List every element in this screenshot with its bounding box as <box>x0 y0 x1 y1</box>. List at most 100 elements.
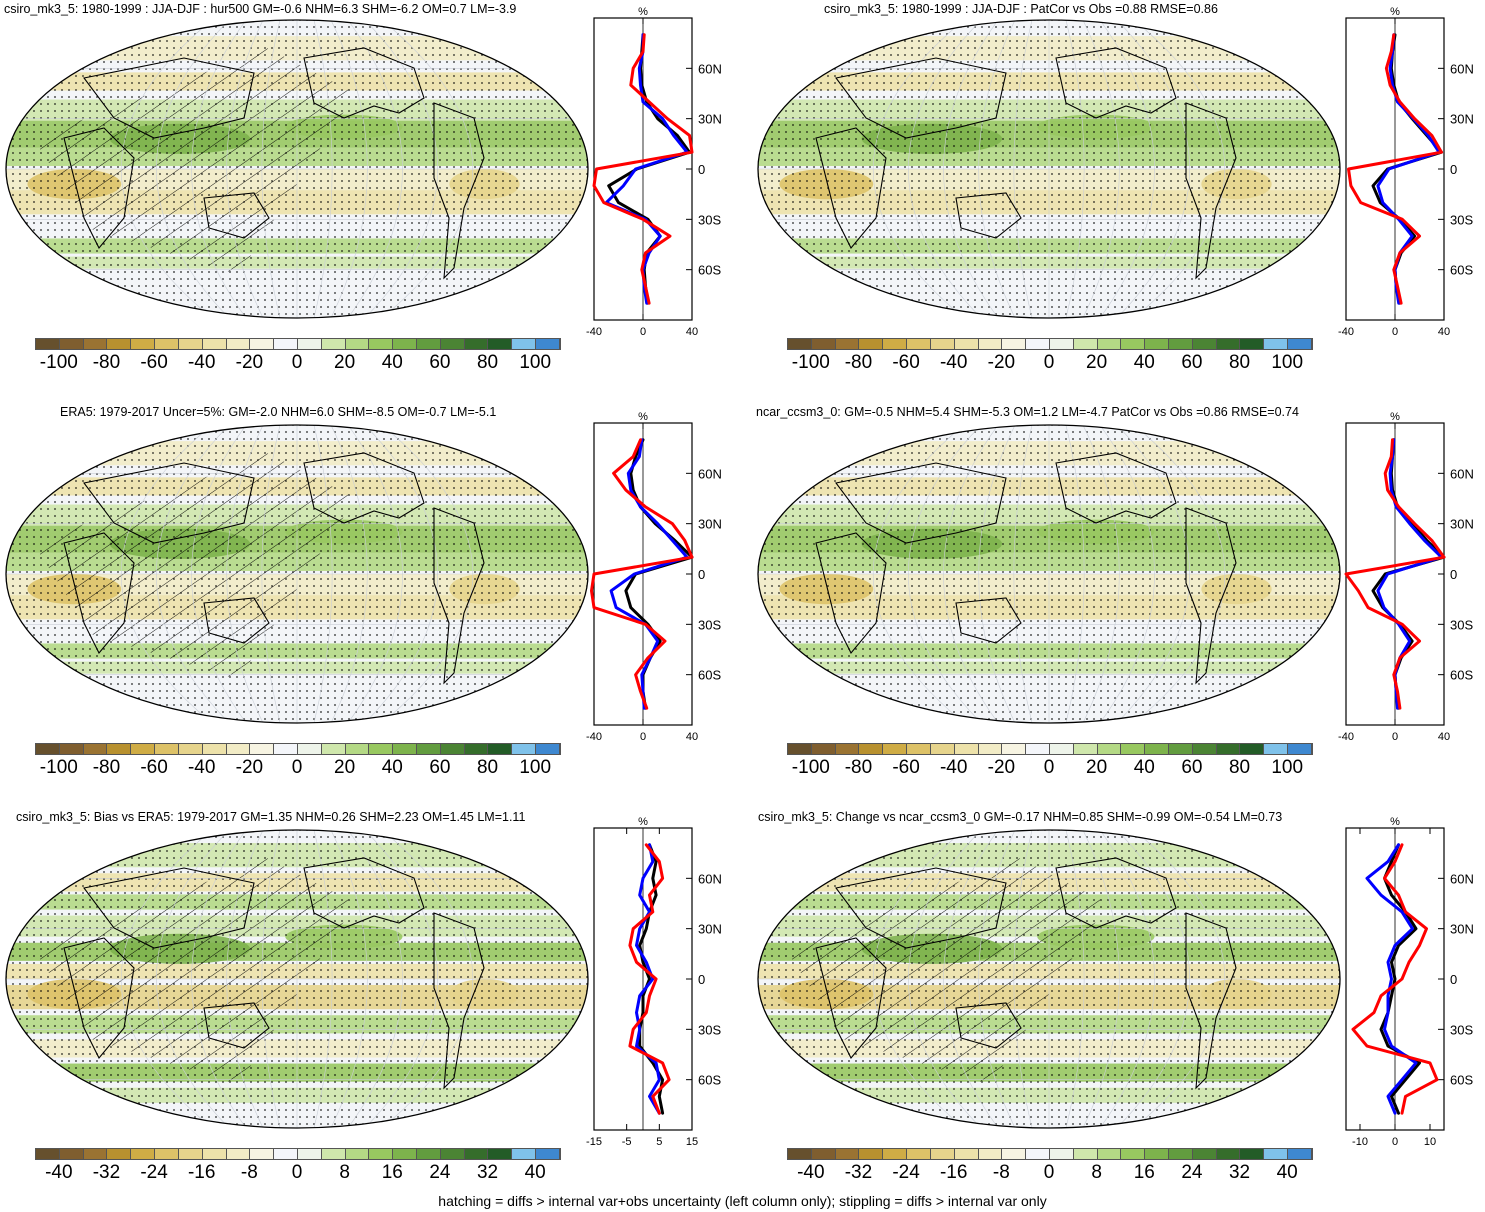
colorbar-label: -100 <box>791 757 830 778</box>
graticule-meridian <box>156 830 230 1128</box>
colorbar-swatch <box>321 1149 346 1159</box>
profile-series-line <box>1351 843 1439 1115</box>
profile-series-line <box>1344 438 1446 710</box>
profile-x-tick-label: 0 <box>1392 1136 1398 1148</box>
profile-series-line <box>1379 843 1421 1115</box>
colorbar-swatch <box>1240 339 1265 349</box>
colorbar-label: -80 <box>844 352 873 373</box>
graticule-meridian <box>1116 20 1190 318</box>
colorbar-swatch <box>1097 744 1122 754</box>
graticule-meridian <box>191 425 247 723</box>
colorbar-swatch <box>1192 1149 1217 1159</box>
colorbar-swatch <box>859 339 884 349</box>
graticule-meridian <box>226 20 264 318</box>
graticule-meridian <box>347 425 403 723</box>
colorbar-swatch <box>835 339 860 349</box>
profile-lat-label: 60N <box>1450 466 1474 481</box>
graticule-meridian <box>1133 830 1225 1128</box>
colorbar-swatch <box>178 339 203 349</box>
profile-lat-label: 30S <box>1450 617 1473 632</box>
colorbar-swatch <box>417 339 441 349</box>
colorbar-swatch <box>417 744 441 754</box>
colorbar-swatch <box>440 744 465 754</box>
zonal-mean-profile: -10 0 10% 60N 30N 0 30S 60S <box>1345 816 1474 1148</box>
colorbar-label: 32 <box>1228 1162 1251 1183</box>
graticule-meridian <box>978 830 1016 1128</box>
colorbar-swatch <box>226 1149 251 1159</box>
colorbar <box>35 1148 561 1160</box>
profile-x-tick-label: 0 <box>640 731 646 743</box>
colorbar-swatch <box>226 744 251 754</box>
profile-lat-label: 30N <box>698 112 722 127</box>
colorbar-swatch <box>345 339 370 349</box>
colorbar-swatch <box>1288 744 1312 754</box>
colorbar-swatch <box>1216 339 1241 349</box>
colorbar-swatch <box>1240 1149 1265 1159</box>
colorbar-swatch <box>1240 744 1265 754</box>
graticule-meridian <box>226 425 264 723</box>
world-map <box>757 829 1341 1129</box>
profile-x-tick-label: -40 <box>586 326 602 338</box>
continent-outline <box>83 462 255 544</box>
map-border <box>757 19 1341 319</box>
world-map <box>5 424 589 724</box>
profile-unit-label: % <box>1390 6 1400 18</box>
colorbar-swatch <box>107 339 132 349</box>
colorbar-swatch <box>1264 744 1289 754</box>
colorbar-label: 20 <box>334 352 356 373</box>
colorbar-swatch <box>464 1149 489 1159</box>
zonal-mean-profile: -40 0 40% 60N 30N 0 30S 60S <box>586 411 722 743</box>
colorbar-swatch <box>345 744 370 754</box>
colorbar-swatch <box>954 339 979 349</box>
colorbar-label: -80 <box>92 352 121 373</box>
colorbar-label: 100 <box>519 352 552 373</box>
continent-outline <box>63 532 135 654</box>
continent-outline <box>303 47 425 119</box>
continent-outline <box>203 1002 270 1049</box>
map-border <box>5 829 589 1129</box>
colorbar-swatch <box>1049 744 1074 754</box>
colorbar-swatch <box>369 744 394 754</box>
graticule-meridian <box>364 425 438 723</box>
world-map <box>5 19 589 319</box>
profile-lat-label: 60N <box>1450 61 1474 76</box>
colorbar-label: 80 <box>1228 757 1251 778</box>
continent-outline <box>203 597 270 644</box>
graticule-meridian <box>381 425 473 723</box>
colorbar-label: -40 <box>187 757 216 778</box>
profile-lat-label: 0 <box>1450 162 1457 177</box>
colorbar-label: -60 <box>140 757 168 778</box>
colorbar-swatch <box>1073 1149 1098 1159</box>
colorbar <box>35 743 561 755</box>
continent-outline <box>815 127 887 249</box>
profile-series-line <box>590 438 694 710</box>
hatching-overlay <box>33 858 356 1085</box>
graticule-meridian <box>1065 20 1085 318</box>
colorbar-swatch <box>978 339 1003 349</box>
world-map <box>757 424 1341 724</box>
profile-lat-label: 30N <box>1450 922 1474 937</box>
map-border <box>5 424 589 724</box>
profile-lat-label: 30S <box>698 1022 721 1037</box>
colorbar-label: 100 <box>1271 352 1304 373</box>
graticule-meridian <box>121 830 213 1128</box>
continent-outline <box>303 857 425 929</box>
graticule-meridian <box>1099 425 1155 723</box>
colorbar-swatch <box>488 1149 513 1159</box>
map-border <box>757 424 1341 724</box>
profile-x-tick-label: -15 <box>586 1136 602 1148</box>
colorbar-swatch <box>83 339 108 349</box>
colorbar-label: -8 <box>240 1162 258 1183</box>
colorbar-label: -24 <box>892 1162 920 1183</box>
colorbar-labels: -100 -80 -60 -40 -20 0 20 40 60 80 100 <box>787 757 1311 781</box>
colorbar-label: -8 <box>992 1162 1010 1183</box>
colorbar-swatch <box>835 744 860 754</box>
colorbar-swatch <box>1192 744 1217 754</box>
profile-series-line <box>604 33 689 305</box>
continent-outline <box>1185 507 1237 685</box>
colorbar-swatch <box>907 744 931 754</box>
profile-lat-label: 60S <box>1450 668 1473 683</box>
colorbar-swatch <box>131 339 156 349</box>
colorbar-label: -100 <box>791 352 830 373</box>
colorbar-swatch <box>369 1149 394 1159</box>
